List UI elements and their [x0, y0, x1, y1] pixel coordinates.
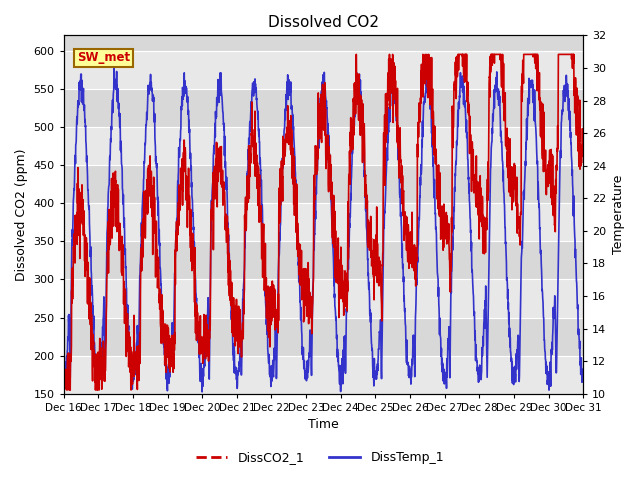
Y-axis label: Temperature: Temperature [612, 175, 625, 254]
Legend: DissCO2_1, DissTemp_1: DissCO2_1, DissTemp_1 [191, 446, 449, 469]
Bar [64, 127, 583, 165]
Text: SW_met: SW_met [77, 51, 130, 64]
X-axis label: Time: Time [308, 419, 339, 432]
Bar [64, 279, 583, 318]
Bar [64, 50, 583, 89]
Bar [64, 356, 583, 394]
Title: Dissolved CO2: Dissolved CO2 [268, 15, 379, 30]
Bar [64, 203, 583, 241]
Y-axis label: Dissolved CO2 (ppm): Dissolved CO2 (ppm) [15, 148, 28, 281]
